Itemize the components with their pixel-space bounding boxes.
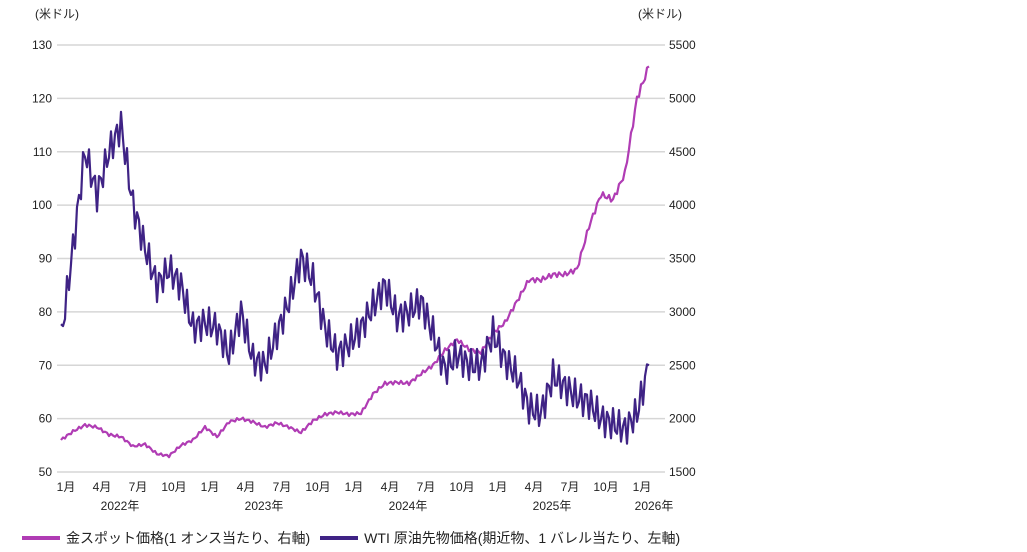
right-tick-label: 5000 [669, 91, 696, 105]
legend-swatch-gold [22, 536, 60, 540]
year-tick-label: 2023年 [245, 499, 284, 513]
year-tick-label: 2022年 [101, 499, 140, 513]
right-tick-label: 2500 [669, 358, 696, 372]
month-tick-label: 4月 [93, 480, 112, 494]
left-tick-label: 130 [32, 38, 52, 52]
year-tick-label: 2026年 [635, 499, 674, 513]
right-axis-unit: (米ドル) [638, 7, 682, 21]
legend-label-wti: WTI 原油先物価格(期近物、1 バレル当たり、左軸) [364, 530, 681, 546]
legend-label-gold: 金スポット価格(1 オンス当たり、右軸) [66, 530, 311, 546]
left-axis-unit: (米ドル) [35, 7, 79, 21]
right-tick-label: 4500 [669, 145, 696, 159]
year-tick-label: 2024年 [389, 499, 428, 513]
month-tick-label: 7月 [417, 480, 436, 494]
month-tick-label: 10月 [161, 480, 186, 494]
right-tick-label: 3000 [669, 305, 696, 319]
right-tick-label: 3500 [669, 252, 696, 266]
month-tick-label: 1月 [345, 480, 364, 494]
month-tick-label: 10月 [305, 480, 330, 494]
left-tick-label: 120 [32, 91, 52, 105]
legend: 金スポット価格(1 オンス当たり、右軸) WTI 原油先物価格(期近物、1 バレ… [22, 528, 690, 548]
month-tick-label: 7月 [273, 480, 292, 494]
month-tick-label: 7月 [561, 480, 580, 494]
right-tick-label: 1500 [669, 465, 696, 479]
right-tick-label: 4000 [669, 198, 696, 212]
left-tick-label: 100 [32, 198, 52, 212]
left-tick-label: 110 [33, 145, 52, 159]
month-tick-label: 10月 [593, 480, 618, 494]
right-tick-label: 5500 [669, 38, 696, 52]
month-tick-label: 4月 [237, 480, 256, 494]
left-tick-label: 90 [39, 252, 53, 266]
month-tick-label: 1月 [489, 480, 508, 494]
month-tick-label: 10月 [449, 480, 474, 494]
month-tick-label: 4月 [381, 480, 400, 494]
legend-swatch-wti [320, 536, 359, 540]
left-tick-label: 50 [39, 465, 53, 479]
month-tick-label: 4月 [525, 480, 544, 494]
month-tick-label: 1月 [633, 480, 652, 494]
gold-price-line [60, 65, 650, 459]
left-tick-label: 60 [39, 412, 53, 426]
month-tick-label: 7月 [129, 480, 148, 494]
legend-item-wti: WTI 原油先物価格(期近物、1 バレル当たり、左軸) [320, 528, 680, 548]
legend-item-gold: 金スポット価格(1 オンス当たり、右軸) [22, 528, 310, 548]
year-tick-label: 2025年 [533, 499, 572, 513]
month-tick-label: 1月 [57, 480, 76, 494]
right-tick-label: 2000 [669, 412, 696, 426]
left-tick-label: 70 [39, 358, 53, 372]
left-tick-label: 80 [39, 305, 53, 319]
wti-price-line [60, 110, 650, 445]
month-tick-label: 1月 [201, 480, 220, 494]
